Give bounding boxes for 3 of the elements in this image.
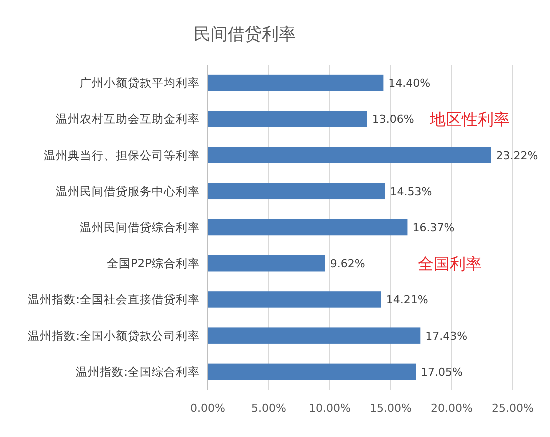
annotation: 地区性利率 — [430, 110, 510, 130]
title: 民间借贷利率 — [194, 25, 296, 45]
annotation: 全国利率 — [418, 254, 482, 274]
